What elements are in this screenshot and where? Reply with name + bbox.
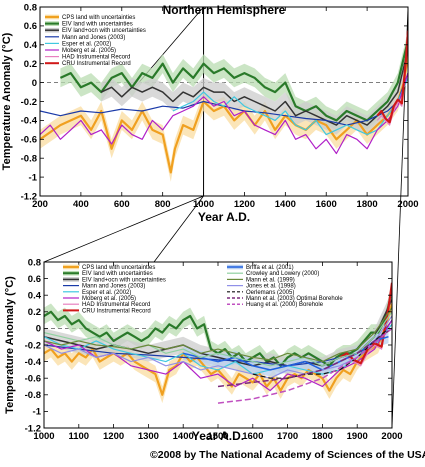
- y-tick-label: -0.4: [21, 116, 38, 127]
- legend-label: Mann and Jones (2003): [82, 284, 145, 290]
- northern-hemisphere-chart: Northern Hemisphere 0.8 0.6 0.4 0.2 0 -0.2 -0.4…: [1, 2, 419, 224]
- series-line-esper-et-al-2002: [172, 77, 408, 136]
- y-tick-label: -0.8: [25, 390, 41, 401]
- legend-label: Mann et al. (1999): [246, 277, 295, 283]
- x-tick-label: 1100: [68, 431, 89, 442]
- y-tick-label: -0.8: [21, 154, 37, 165]
- zoom-connector-lower: [153, 195, 204, 263]
- series-line-eiv-land-with-uncertainties: [59, 39, 408, 122]
- zoom-connector-left: [43, 195, 204, 263]
- y-tick-label: -1.2: [25, 423, 41, 434]
- chart-title: Northern Hemisphere: [163, 3, 286, 17]
- y-tick-label: -1: [29, 172, 38, 183]
- series-line-eiv-land-ocn-with-uncertainties: [100, 49, 408, 126]
- legend-label: CRU Instrumental Record: [82, 308, 151, 314]
- legend-label: CPS land with uncertainties: [62, 15, 135, 21]
- y-tick-label: 0: [32, 78, 37, 89]
- y-tick-label: 0.6: [28, 274, 41, 285]
- series-line-moberg-et-al-2005: [40, 72, 408, 155]
- y-tick-label: -0.6: [25, 374, 41, 385]
- legend-label: Briffa et al. (2001): [246, 265, 294, 271]
- x-tick-label: 1000: [33, 431, 54, 442]
- series-line-mann-et-al-1999: [44, 307, 392, 363]
- x-axis-label: Year A.D.: [198, 210, 250, 224]
- x-tick-label: 1700: [277, 431, 298, 442]
- y-tick-label: -0.2: [21, 97, 37, 108]
- x-tick-label: 1600: [316, 199, 337, 210]
- series-line-mann-and-jones-2003: [40, 72, 408, 126]
- y-tick-label: -1.2: [21, 191, 37, 202]
- x-tick-label: 2000: [381, 431, 402, 442]
- x-tick-label: 1000: [193, 199, 214, 210]
- x-tick-label: 1400: [275, 199, 296, 210]
- x-tick-label: 1400: [173, 431, 194, 442]
- uncertainty-band-cps-land-with-uncertainties: [44, 295, 392, 404]
- y-axis-label: Temperature Anomaly (°C): [1, 32, 13, 170]
- legend-label: EIV land+ocn with uncertainties: [82, 277, 166, 283]
- y-tick-label: -0.4: [25, 357, 42, 368]
- x-tick-label: 1800: [357, 199, 378, 210]
- legend-label: Huang et al. (2000) Borehole: [246, 302, 324, 308]
- legend-label: EIV land with uncertainties: [82, 271, 153, 277]
- legend-label: HAD Instrumental Record: [82, 302, 150, 308]
- series-line-jones-et-al-1998: [44, 315, 392, 379]
- y-tick-label: -0.2: [25, 340, 41, 351]
- legend-label: Esper et al. (2002): [62, 41, 111, 47]
- y-tick-label: 0.8: [24, 2, 37, 13]
- series-line-huang-et-al-2000-borehole: [217, 327, 392, 404]
- series-line-cru-instrumental-record: [376, 30, 408, 124]
- legend-label: EIV land with uncertainties: [62, 22, 133, 28]
- x-tick-label: 2000: [397, 199, 418, 210]
- legend-label: Crowley and Lowery (2000): [246, 271, 319, 277]
- y-tick-label: 0.8: [28, 257, 41, 268]
- x-tick-label: 200: [32, 199, 48, 210]
- x-tick-label: 1900: [347, 431, 368, 442]
- x-tick-label: 400: [73, 199, 89, 210]
- uncertainty-band-eiv-land-with-uncertainties: [60, 30, 409, 130]
- y-tick-label: 0.6: [24, 21, 37, 32]
- x-tick-label: 600: [114, 199, 130, 210]
- copyright-notice: ©2008 by The National Academy of Science…: [150, 449, 425, 461]
- uncertainty-band-eiv-land-with-uncertainties: [44, 282, 392, 375]
- y-tick-label: -0.6: [21, 135, 37, 146]
- x-tick-label: 1600: [242, 431, 263, 442]
- y-tick-label: 0.4: [28, 291, 42, 302]
- y-axis-label: Temperature Anomaly (°C): [4, 276, 16, 414]
- series-line-mann-et-al-2003-optimal-borehole: [217, 327, 392, 388]
- legend-label: Esper et al. (2002): [82, 290, 131, 296]
- uncertainty-band-cps-land-with-uncertainties: [40, 44, 408, 182]
- legend-label: EIV land+ocn with uncertainties: [62, 28, 146, 34]
- legend-label: Moberg et al. (2005): [82, 296, 136, 302]
- y-tick-label: -1: [33, 407, 42, 418]
- y-tick-label: 0.2: [28, 307, 41, 318]
- uncertainty-band-briffa-et-al-2001: [183, 330, 389, 377]
- x-tick-label: 1300: [138, 431, 159, 442]
- y-tick-label: 0: [36, 324, 41, 335]
- legend-label: HAD Instrumental Record: [62, 55, 130, 61]
- x-tick-label: 1200: [103, 431, 124, 442]
- uncertainty-band-eiv-land-ocn-with-uncertainties: [101, 40, 409, 135]
- legend-label: Moberg et al. (2005): [62, 48, 116, 54]
- x-axis-label: Year A.D.: [192, 429, 244, 443]
- legend-label: Mann et al. (2003) Optimal Borehole: [246, 296, 343, 302]
- y-tick-label: 0.2: [24, 59, 37, 70]
- legend-label: Jones et al. (1998): [246, 284, 296, 290]
- x-tick-label: 1800: [312, 431, 333, 442]
- legend-label: Mann and Jones (2003): [62, 35, 125, 41]
- x-tick-label: 1500: [207, 431, 228, 442]
- legend-label: CPS land with uncertainties: [82, 265, 155, 271]
- series-line-crowley-and-lowery-2000: [44, 311, 392, 367]
- legend-label: CRU Instrumental Record: [62, 61, 131, 67]
- legend-label: Oerlemans (2005): [246, 290, 294, 296]
- x-tick-label: 1200: [234, 199, 255, 210]
- y-tick-label: 0.4: [24, 40, 38, 51]
- x-tick-label: 800: [155, 199, 171, 210]
